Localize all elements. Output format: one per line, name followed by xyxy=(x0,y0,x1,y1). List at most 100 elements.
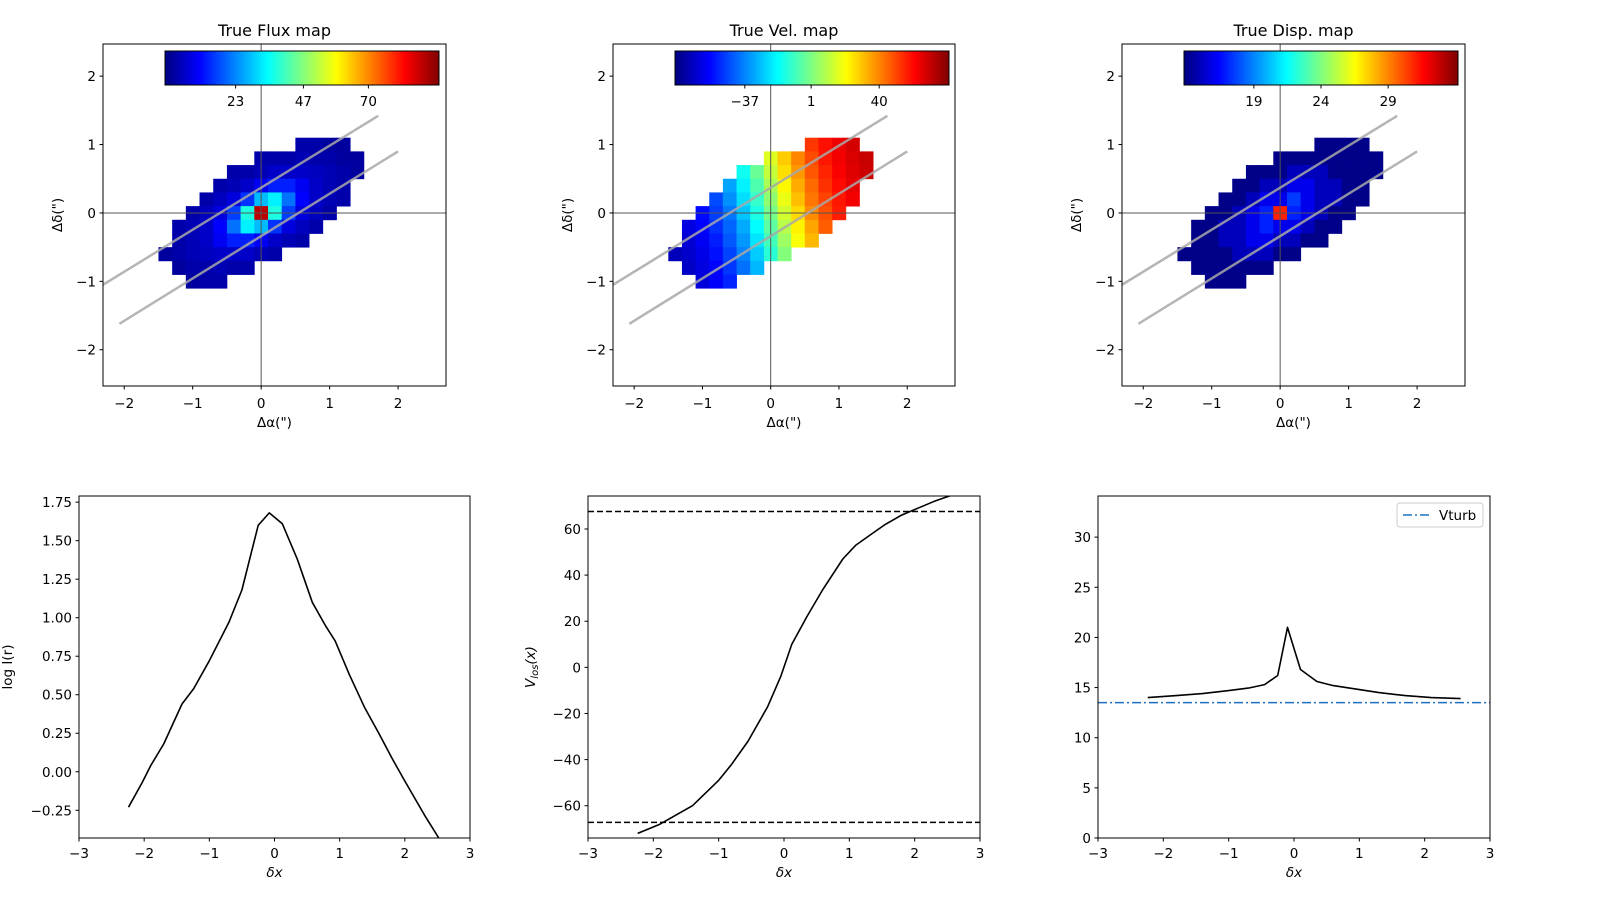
map-pixel xyxy=(1314,178,1329,193)
y-axis-label-subscript: los xyxy=(530,665,541,679)
map-pixel xyxy=(791,178,806,193)
y-tick-label: 2 xyxy=(87,69,96,85)
map-pixel xyxy=(336,165,351,180)
map-pixel xyxy=(1232,178,1247,193)
slit-line xyxy=(103,114,379,286)
map-pixel xyxy=(804,165,819,180)
map-pixel xyxy=(172,260,187,275)
map-pixel xyxy=(185,247,200,262)
map-pixel xyxy=(1287,192,1302,207)
map-pixel xyxy=(199,192,214,207)
chart-title: True Flux map xyxy=(217,21,331,40)
colorbar: 23 47 70 xyxy=(164,50,440,110)
map-pixel xyxy=(1218,274,1233,289)
x-tick-label: −3 xyxy=(1088,846,1108,862)
map-pixel xyxy=(722,247,737,262)
map-pixel xyxy=(226,260,242,275)
y-tick-label: 30 xyxy=(1074,530,1091,546)
map-pixel xyxy=(268,151,283,166)
map-pixel xyxy=(1314,165,1329,180)
axes-frame xyxy=(1097,495,1491,839)
map-pixel xyxy=(322,178,337,193)
y-tick-label: 0 xyxy=(1082,831,1091,847)
map-pixel xyxy=(722,192,737,207)
plot-area xyxy=(1122,44,1465,386)
x-tick-label: −1 xyxy=(183,396,203,412)
y-tick-label: −2 xyxy=(1095,343,1115,359)
colorbar-tick-label: 1 xyxy=(807,94,816,110)
map-pixel xyxy=(845,192,860,207)
map-pixel xyxy=(1314,192,1329,207)
x-tick-label: −1 xyxy=(1219,846,1239,862)
y-tick-label: 1.25 xyxy=(42,572,72,588)
y-tick-label: −1 xyxy=(1095,274,1115,290)
x-tick-label: 2 xyxy=(910,846,919,862)
y-tick-label: 0 xyxy=(1106,206,1115,222)
map-pixel xyxy=(322,151,337,166)
map-pixel xyxy=(736,165,751,180)
map-pixel xyxy=(295,219,310,234)
map-pixel xyxy=(722,260,737,275)
y-tick-label: 0.75 xyxy=(42,649,72,665)
map-pixel xyxy=(240,247,255,262)
map-pixel xyxy=(777,247,792,262)
map-pixel xyxy=(240,219,255,234)
map-pixel xyxy=(818,137,833,152)
x-tick-label: −3 xyxy=(69,846,89,862)
map-pixel xyxy=(1232,260,1247,275)
chart-title: True Disp. map xyxy=(1232,21,1353,40)
y-tick-label: 60 xyxy=(564,522,581,538)
plot-area xyxy=(127,512,440,838)
colorbar-gradient xyxy=(674,50,950,86)
colorbar-tick-label: 29 xyxy=(1380,94,1397,110)
y-tick-label: −60 xyxy=(553,799,582,815)
map-pixel xyxy=(185,260,200,275)
map-pixel xyxy=(226,233,242,248)
x-tick-label: 2 xyxy=(401,846,410,862)
map-pixel xyxy=(1191,219,1206,234)
x-tick-label: 0 xyxy=(766,396,775,412)
map-pixel xyxy=(213,192,228,207)
panel-velocity-map: −37 1 40 −2 −1 0 1 2 −2 −1 0 1 2 True Vel. map Δα(") Δδ… xyxy=(560,21,956,431)
map-pixel xyxy=(240,165,255,180)
x-tick-label: 2 xyxy=(1413,396,1422,412)
chart-title: True Vel. map xyxy=(729,21,839,40)
map-pixel xyxy=(804,178,819,193)
map-pixel xyxy=(832,151,847,166)
y-tick-label: 0 xyxy=(87,206,96,222)
map-pixel xyxy=(1245,219,1261,234)
map-pixel xyxy=(172,219,187,234)
x-tick-label: −2 xyxy=(114,396,134,412)
x-tick-label: 1 xyxy=(1344,396,1353,412)
map-pixel xyxy=(1232,192,1247,207)
x-tick-label: 1 xyxy=(845,846,854,862)
map-pixel xyxy=(681,260,696,275)
panel-velocity-curve: −3 −2 −1 0 1 2 3 −60 −40 −20 0 20 40 60 δx Vlos(x) xyxy=(523,495,985,881)
map-pixel xyxy=(777,192,792,207)
map-pixel xyxy=(309,219,324,234)
map-pixel xyxy=(185,274,200,289)
x-tick-label: 0 xyxy=(1276,396,1285,412)
map-pixel xyxy=(1245,178,1261,193)
map-pixel xyxy=(750,260,765,275)
map-pixel xyxy=(226,165,242,180)
x-tick-label: 0 xyxy=(270,846,279,862)
x-tick-label: 1 xyxy=(335,846,344,862)
map-pixel xyxy=(722,274,737,289)
map-pixel xyxy=(791,233,806,248)
map-pixel xyxy=(240,192,255,207)
y-tick-label: 1.75 xyxy=(42,495,72,511)
plot-area xyxy=(103,44,446,386)
map-pixel xyxy=(295,137,310,152)
x-tick-label: 3 xyxy=(976,846,985,862)
colorbar-gradient xyxy=(1183,50,1459,86)
map-pixel xyxy=(818,178,833,193)
map-pixel xyxy=(832,178,847,193)
map-pixel xyxy=(1328,165,1343,180)
map-pixel xyxy=(709,192,724,207)
map-pixel xyxy=(268,233,283,248)
slit-line xyxy=(1122,114,1398,286)
map-pixel xyxy=(185,233,200,248)
slit-line xyxy=(613,114,889,286)
y-axis-label: Δδ(") xyxy=(1069,198,1085,232)
